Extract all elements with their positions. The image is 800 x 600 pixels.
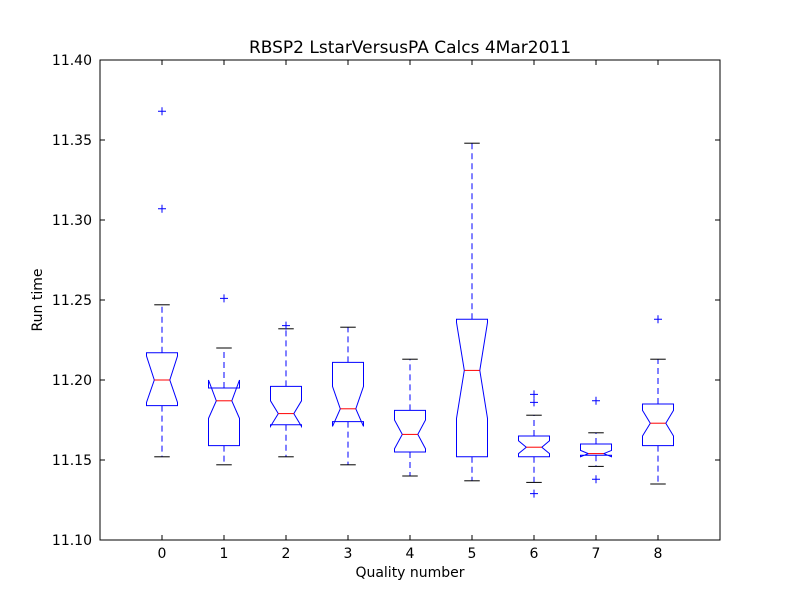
y-tick-label: 11.35: [52, 133, 92, 149]
outlier-marker: [530, 390, 538, 399]
notched-box: [332, 361, 364, 427]
y-tick-label: 11.15: [52, 453, 92, 469]
box-series: [146, 107, 674, 498]
x-tick-label: 0: [158, 546, 167, 562]
outlier-marker: [530, 489, 538, 498]
y-axis-label: Run time: [30, 269, 46, 332]
outlier-marker: [592, 475, 600, 484]
box-group-0: [146, 107, 178, 458]
notched-box: [394, 409, 426, 453]
outlier-marker: [530, 398, 538, 407]
outlier-marker: [592, 396, 600, 405]
notched-box: [208, 379, 240, 447]
x-tick-label: 6: [530, 546, 539, 562]
outlier-marker: [158, 204, 166, 213]
x-tick-label: 4: [406, 546, 415, 562]
x-tick-label: 3: [344, 546, 353, 562]
box-group-4: [394, 358, 426, 477]
notched-box: [146, 352, 178, 407]
plot-frame: [99, 59, 721, 541]
y-tick-label: 11.40: [52, 53, 92, 69]
y-tick-label: 11.10: [52, 533, 92, 549]
x-tick-label: 2: [282, 546, 291, 562]
box-group-1: [208, 294, 240, 466]
x-tick-label: 8: [654, 546, 663, 562]
outlier-marker: [654, 315, 662, 324]
outlier-marker: [220, 294, 228, 303]
box-group-8: [642, 315, 674, 485]
notched-box: [456, 318, 488, 458]
notched-box: [642, 403, 674, 447]
box-group-5: [456, 142, 488, 482]
box-group-3: [332, 326, 364, 466]
x-tick-label: 7: [592, 546, 601, 562]
chart-title: RBSP2 LstarVersusPA Calcs 4Mar2011: [249, 38, 571, 58]
outlier-marker: [282, 321, 290, 330]
notched-box: [580, 443, 612, 458]
outlier-marker: [158, 107, 166, 116]
box-group-2: [270, 321, 302, 458]
y-tick-label: 11.25: [52, 293, 92, 309]
x-tick-label: 5: [468, 546, 477, 562]
notched-box: [270, 385, 302, 429]
x-axis-label: Quality number: [355, 565, 464, 581]
box-group-7: [580, 396, 612, 484]
notched-box: [518, 435, 550, 458]
y-tick-label: 11.30: [52, 213, 92, 229]
y-tick-label: 11.20: [52, 373, 92, 389]
x-tick-label: 1: [220, 546, 229, 562]
box-group-6: [518, 390, 550, 498]
